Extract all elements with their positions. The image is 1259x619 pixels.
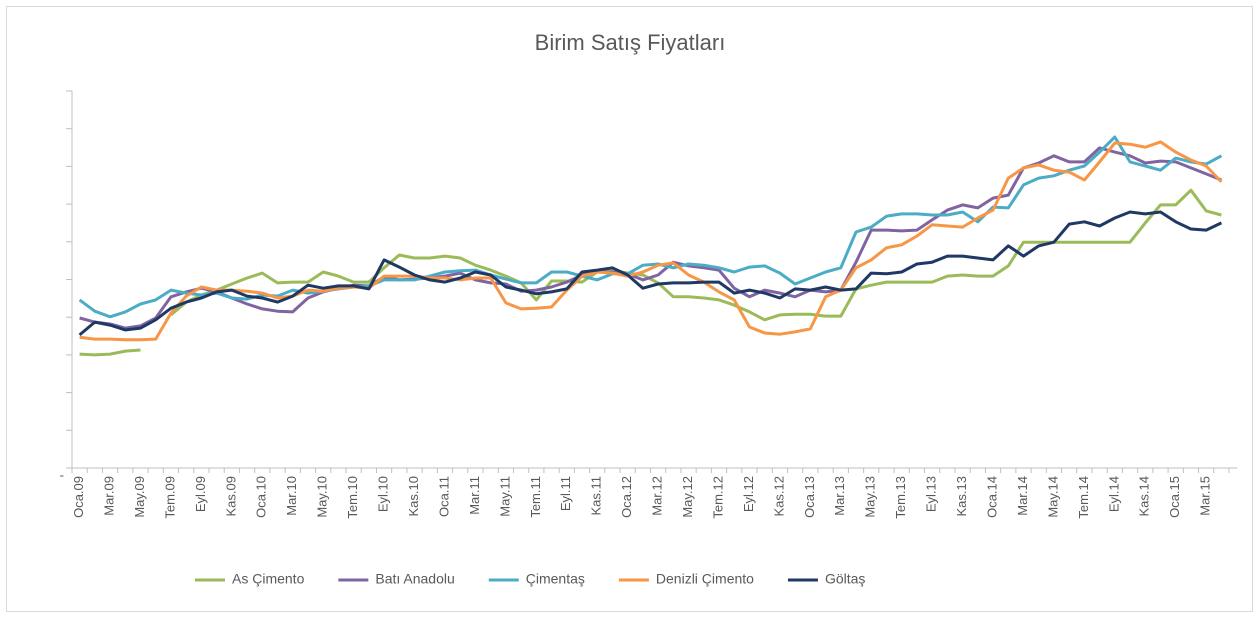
x-tick-label: Mar.15 <box>1198 476 1213 516</box>
x-tick-label: Eyl.09 <box>193 476 208 512</box>
x-tick-label: Eyl.11 <box>558 476 573 511</box>
legend-label: As Çimento <box>232 571 305 587</box>
x-tick-label: Kas.13 <box>954 476 969 516</box>
x-tick-label: Kas.09 <box>223 476 238 516</box>
x-tick-label: Eyl.10 <box>376 476 391 512</box>
series-line <box>79 188 1222 357</box>
x-tick-label: Kas.11 <box>589 476 604 516</box>
x-tick-label: May.09 <box>132 476 147 518</box>
legend-label: Çimentaş <box>526 571 585 587</box>
x-tick-label: Eyl.12 <box>741 476 756 512</box>
x-tick-label: Eyl.14 <box>1106 476 1121 512</box>
series-line <box>78 210 1223 337</box>
x-tick-label: Tem.10 <box>345 476 360 519</box>
x-tick-label: Mar.11 <box>467 476 482 515</box>
x-tick-label: Tem.12 <box>710 476 725 519</box>
x-tick-label: May.14 <box>1045 476 1060 518</box>
x-tick-label: Oca.15 <box>1167 476 1182 518</box>
legend-label: Batı Anadolu <box>375 571 454 587</box>
x-tick-label: Kas.14 <box>1137 476 1152 516</box>
y-tick-label: - <box>60 467 64 482</box>
x-tick-label: May.11 <box>497 476 512 517</box>
x-tick-label: Oca.13 <box>802 476 817 518</box>
x-tick-label: Oca.14 <box>984 476 999 518</box>
x-tick-label: Mar.12 <box>650 476 665 516</box>
x-tick-label: Mar.09 <box>101 476 116 516</box>
x-tick-label: Oca.11 <box>436 476 451 517</box>
chart-border <box>6 6 1253 612</box>
legend-label: Denizli Çimento <box>656 571 754 587</box>
x-tick-label: Kas.10 <box>406 476 421 516</box>
chart-title: Birim Satış Fiyatları <box>535 30 726 55</box>
x-tick-label: Tem.13 <box>893 476 908 519</box>
series-line <box>79 140 1223 342</box>
x-tick-label: Mar.13 <box>832 476 847 516</box>
x-tick-label: Oca.10 <box>254 476 269 518</box>
x-tick-label: Oca.12 <box>619 476 634 518</box>
x-tick-label: May.13 <box>863 476 878 518</box>
x-tick-label: May.10 <box>315 476 330 518</box>
x-tick-label: Tem.14 <box>1076 476 1091 519</box>
legend-label: Göltaş <box>825 571 865 587</box>
x-tick-label: Mar.10 <box>284 476 299 516</box>
x-tick-label: Tem.11 <box>528 476 543 518</box>
x-tick-label: Kas.12 <box>771 476 786 516</box>
x-tick-label: Tem.09 <box>162 476 177 519</box>
x-tick-label: Mar.14 <box>1015 476 1030 516</box>
x-tick-label: Oca.09 <box>71 476 86 518</box>
x-tick-label: May.12 <box>680 476 695 518</box>
x-tick-label: Eyl.13 <box>924 476 939 512</box>
